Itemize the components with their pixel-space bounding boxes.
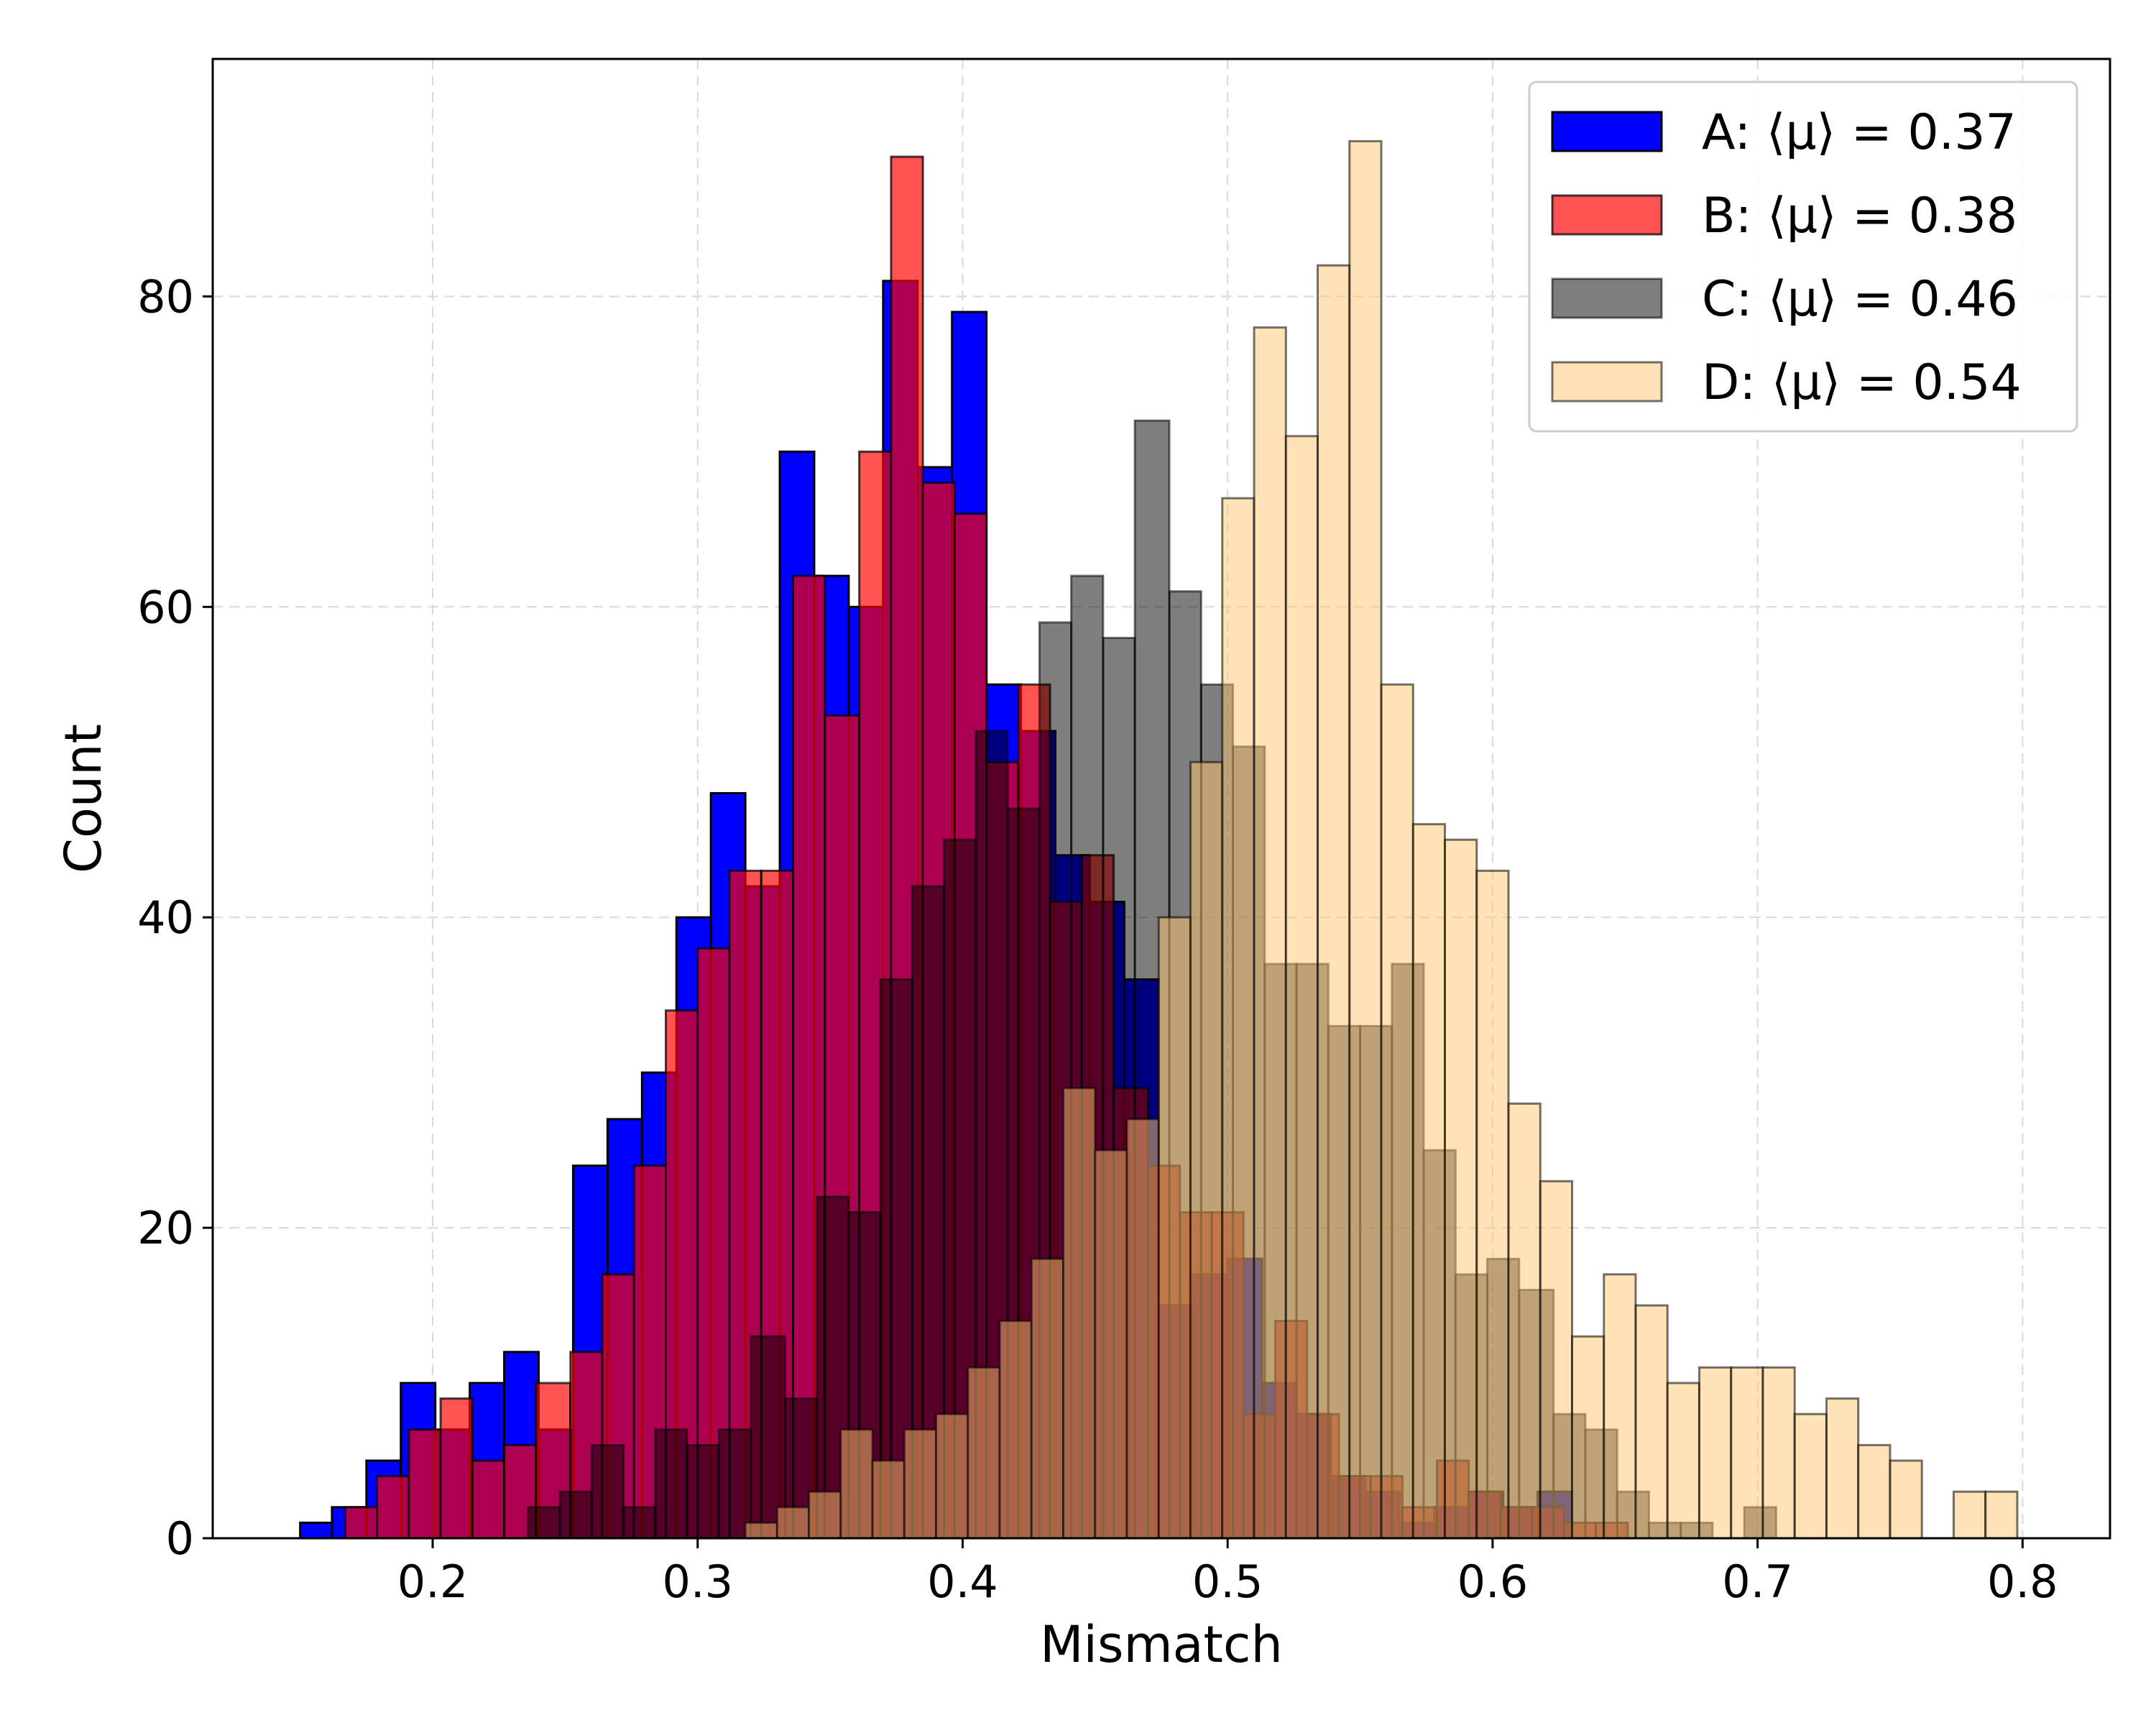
histogram-bar (1666, 1382, 1700, 1540)
histogram-bar (376, 1475, 410, 1540)
histogram-bar (1380, 683, 1414, 1540)
legend-label-d: D: ⟨μ⟩ = 0.54 (1702, 354, 2022, 411)
histogram-bar (590, 1443, 625, 1540)
x-tick-label: 0.5 (1192, 1555, 1263, 1608)
histogram-bar (775, 1506, 811, 1540)
legend-box (1528, 81, 2078, 433)
x-tick-label: 0.6 (1457, 1555, 1529, 1608)
plot-frame (211, 58, 2111, 1540)
legend-label-c: C: ⟨μ⟩ = 0.46 (1702, 271, 2018, 328)
histogram-bar (1062, 1087, 1097, 1540)
histogram-bar (1094, 1149, 1128, 1540)
histogram-bar (1475, 869, 1510, 1540)
histogram-bar (728, 869, 763, 1540)
histogram-bar (1889, 1459, 1923, 1540)
legend-label-b: B: ⟨μ⟩ = 0.38 (1702, 188, 2017, 244)
y-tick-label: 60 (137, 581, 194, 633)
axis-ticks: 0.2 0.3 0.4 0.5 0.6 0.7 0.8 0 20 40 60 80 (137, 270, 2058, 1608)
histogram-bar (871, 1459, 906, 1540)
histogram-bar (1157, 916, 1192, 1540)
histogram-bars (299, 139, 2019, 1540)
histogram-bar (749, 1335, 786, 1540)
histogram-bar (1253, 326, 1287, 1540)
histogram-bar (1539, 1180, 1574, 1540)
histogram-bar (1952, 1490, 1987, 1540)
histogram-bar (1825, 1397, 1860, 1540)
histogram-bar (1030, 1257, 1065, 1540)
histogram-bar (1571, 1335, 1606, 1540)
histogram-bar (1697, 1366, 1733, 1540)
histogram-bar (439, 1397, 474, 1540)
histogram-bar (808, 1490, 842, 1540)
histogram-bar (527, 1506, 561, 1540)
histogram-bar (1634, 1304, 1669, 1540)
y-tick-label: 20 (137, 1202, 194, 1254)
legend-swatch-b (1551, 194, 1663, 236)
series-d-bars (744, 139, 2019, 1540)
histogram-bar (717, 1428, 752, 1540)
y-axis-label: Count (54, 724, 113, 873)
legend-swatch-a (1551, 111, 1663, 152)
histogram-bar (1761, 1366, 1796, 1540)
histogram-bar (1284, 435, 1319, 1540)
histogram-bar (344, 1506, 379, 1540)
x-axis-label: Mismatch (1040, 1615, 1283, 1674)
histogram-bar (1411, 823, 1447, 1540)
histogram-bar (1221, 497, 1256, 1540)
histogram-bar (903, 1428, 938, 1540)
x-tick-label: 0.8 (1987, 1555, 2058, 1608)
x-tick-label: 0.2 (397, 1555, 469, 1608)
histogram-bar (1444, 838, 1478, 1540)
histogram-bar (935, 1412, 969, 1540)
histogram-bar (998, 1320, 1033, 1540)
histogram-bar (1730, 1366, 1764, 1540)
x-tick-label: 0.7 (1722, 1555, 1793, 1608)
histogram-bar (1125, 1118, 1160, 1540)
histogram-bar (654, 1428, 688, 1540)
histogram-bar (1189, 760, 1224, 1540)
histogram-bar (1984, 1490, 2019, 1540)
y-tick-label: 80 (137, 270, 194, 323)
histogram-bar (407, 1428, 442, 1540)
histogram-bar (744, 1521, 778, 1540)
histogram-bar (1317, 264, 1351, 1540)
histogram-bar (839, 1428, 874, 1540)
histogram-bar (622, 1506, 657, 1540)
histogram-bar (1857, 1443, 1892, 1540)
legend-label-a: A: ⟨μ⟩ = 0.37 (1702, 104, 2017, 161)
histogram-bar (686, 1443, 720, 1540)
legend: A: ⟨μ⟩ = 0.37 B: ⟨μ⟩ = 0.38 C: ⟨μ⟩ = 0.46 D… (1528, 81, 2078, 433)
y-tick-label: 0 (166, 1512, 194, 1565)
histogram-bar (1603, 1273, 1637, 1540)
legend-swatch-d (1551, 361, 1663, 403)
histogram-bar (1793, 1412, 1828, 1540)
histogram-bar (967, 1366, 1001, 1540)
y-tick-label: 40 (137, 891, 194, 944)
histogram-bar (299, 1521, 333, 1540)
histogram-bar (471, 1459, 506, 1540)
x-tick-label: 0.4 (927, 1555, 998, 1608)
histogram-bar (1348, 139, 1383, 1540)
legend-swatch-c (1551, 277, 1663, 319)
histogram-bar (558, 1490, 593, 1540)
x-tick-label: 0.3 (662, 1555, 733, 1608)
histogram-bar (1507, 1102, 1542, 1540)
